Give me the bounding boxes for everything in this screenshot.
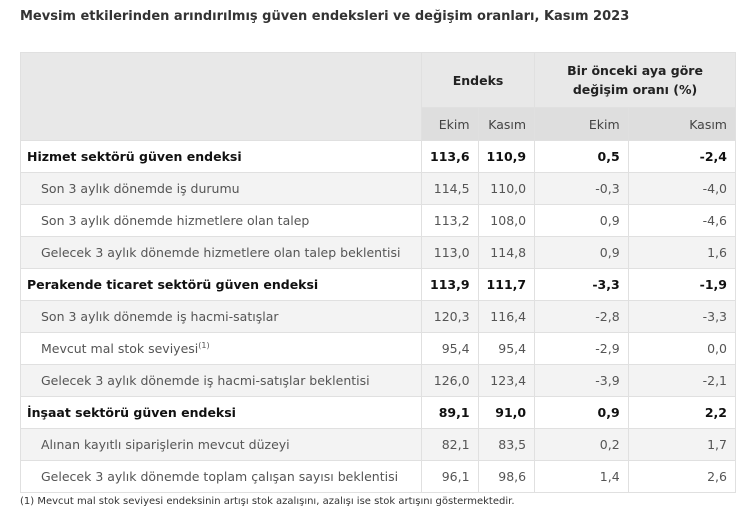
cell-value: 0,9 <box>534 236 629 269</box>
cell-value: -3,3 <box>534 268 629 301</box>
cell-value: -2,9 <box>534 332 629 365</box>
cell-value: 110,9 <box>477 140 536 173</box>
row-label: Perakende ticaret sektörü güven endeksi <box>20 268 422 301</box>
col-kasim: Kasım <box>477 107 536 141</box>
cell-value: 0,9 <box>534 396 629 429</box>
table-row: Son 3 aylık dönemde hizmetlere olan tale… <box>20 204 737 237</box>
header-change-rate: Bir önceki aya göre değişim oranı (%) <box>534 52 736 108</box>
cell-value: 113,6 <box>421 140 479 173</box>
cell-value: 120,3 <box>421 300 479 333</box>
row-label: Hizmet sektörü güven endeksi <box>20 140 422 173</box>
header-endeks: Endeks <box>420 52 536 108</box>
cell-value: -4,0 <box>627 172 737 205</box>
cell-value: 113,0 <box>421 236 479 269</box>
cell-value: -3,3 <box>627 300 737 333</box>
row-label: Son 3 aylık dönemde iş hacmi-satışlar <box>20 300 422 333</box>
cell-value: 0,9 <box>534 204 629 237</box>
row-label-text: Gelecek 3 aylık dönemde iş hacmi-satışla… <box>41 373 370 388</box>
cell-value: 96,1 <box>421 460 479 493</box>
cell-value: 1,7 <box>627 428 737 461</box>
row-label-text: Perakende ticaret sektörü güven endeksi <box>27 277 319 292</box>
cell-value: -2,4 <box>627 140 737 173</box>
table-row: Gelecek 3 aylık dönemde hizmetlere olan … <box>20 236 737 269</box>
footnote: (1) Mevcut mal stok seviyesi endeksinin … <box>20 496 515 507</box>
cell-value: 0,2 <box>534 428 629 461</box>
row-label-text: Hizmet sektörü güven endeksi <box>27 149 242 164</box>
row-label-text: Gelecek 3 aylık dönemde hizmetlere olan … <box>41 245 401 260</box>
row-label-text: Son 3 aylık dönemde iş hacmi-satışlar <box>41 309 279 324</box>
cell-value: 95,4 <box>477 332 536 365</box>
cell-value: 113,2 <box>421 204 479 237</box>
cell-value: -2,8 <box>534 300 629 333</box>
row-label-text: Son 3 aylık dönemde hizmetlere olan tale… <box>41 213 310 228</box>
row-label: Mevcut mal stok seviyesi(1) <box>20 332 422 365</box>
col-kasim-change: Kasım <box>627 107 737 141</box>
table-row-section: Hizmet sektörü güven endeksi 113,6 110,9 0,… <box>20 140 737 173</box>
cell-value: 114,8 <box>477 236 536 269</box>
row-label: Alınan kayıtlı siparişlerin mevcut düzey… <box>20 428 422 461</box>
cell-value: 111,7 <box>477 268 536 301</box>
table-row: Son 3 aylık dönemde iş durumu 114,5 110,0-… <box>20 172 737 205</box>
cell-value: -1,9 <box>627 268 737 301</box>
row-label-text: Son 3 aylık dönemde iş durumu <box>41 181 240 196</box>
table-row: Gelecek 3 aylık dönemde iş hacmi-satışla… <box>20 364 737 397</box>
col-ekim: Ekim <box>421 107 479 141</box>
row-label-text: Gelecek 3 aylık dönemde toplam çalışan s… <box>41 469 399 484</box>
cell-value: 89,1 <box>421 396 479 429</box>
table-row-section: Perakende ticaret sektörü güven endeksi 1… <box>20 268 737 301</box>
cell-value: 1,4 <box>534 460 629 493</box>
cell-value: -0,3 <box>534 172 629 205</box>
cell-value: 83,5 <box>477 428 536 461</box>
cell-value: 108,0 <box>477 204 536 237</box>
table-row: Son 3 aylık dönemde iş hacmi-satışlar 120… <box>20 300 737 333</box>
cell-value: 98,6 <box>477 460 536 493</box>
cell-value: 91,0 <box>477 396 536 429</box>
row-label: Son 3 aylık dönemde hizmetlere olan tale… <box>20 204 422 237</box>
row-label-text: Alınan kayıtlı siparişlerin mevcut düzey… <box>41 437 290 452</box>
row-label: İnşaat sektörü güven endeksi <box>20 396 422 429</box>
cell-value: 2,6 <box>627 460 737 493</box>
cell-value: 0,5 <box>534 140 629 173</box>
cell-value: -3,9 <box>534 364 629 397</box>
page-title: Mevsim etkilerinden arındırılmış güven e… <box>20 9 630 24</box>
cell-value: 126,0 <box>421 364 479 397</box>
cell-value: 82,1 <box>421 428 479 461</box>
footnote-marker: (1) <box>198 340 210 350</box>
confidence-index-table: Endeks Bir önceki aya göre değişim oranı… <box>20 52 737 493</box>
header-blank <box>20 52 422 141</box>
table-row: Alınan kayıtlı siparişlerin mevcut düzey… <box>20 428 737 461</box>
cell-value: 95,4 <box>421 332 479 365</box>
col-ekim-change: Ekim <box>534 107 629 141</box>
table-row: Mevcut mal stok seviyesi(1) 95,4 95,4 -2,9 0… <box>20 332 737 365</box>
row-label: Gelecek 3 aylık dönemde toplam çalışan s… <box>20 460 422 493</box>
cell-value: 2,2 <box>627 396 737 429</box>
row-label: Gelecek 3 aylık dönemde iş hacmi-satışla… <box>20 364 422 397</box>
row-label-text: Mevcut mal stok seviyesi <box>41 341 199 357</box>
cell-value: 114,5 <box>421 172 479 205</box>
cell-value: 110,0 <box>477 172 536 205</box>
row-label: Gelecek 3 aylık dönemde hizmetlere olan … <box>20 236 422 269</box>
row-label-text: İnşaat sektörü güven endeksi <box>27 405 236 420</box>
row-label: Son 3 aylık dönemde iş durumu <box>20 172 422 205</box>
cell-value: -4,6 <box>627 204 737 237</box>
cell-value: -2,1 <box>627 364 737 397</box>
cell-value: 0,0 <box>627 332 737 365</box>
cell-value: 116,4 <box>477 300 536 333</box>
cell-value: 113,9 <box>421 268 479 301</box>
table-row-section: İnşaat sektörü güven endeksi 89,1 91,0 0,9 2… <box>20 396 737 429</box>
table-row: Gelecek 3 aylık dönemde toplam çalışan s… <box>20 460 737 493</box>
cell-value: 123,4 <box>477 364 536 397</box>
cell-value: 1,6 <box>627 236 737 269</box>
